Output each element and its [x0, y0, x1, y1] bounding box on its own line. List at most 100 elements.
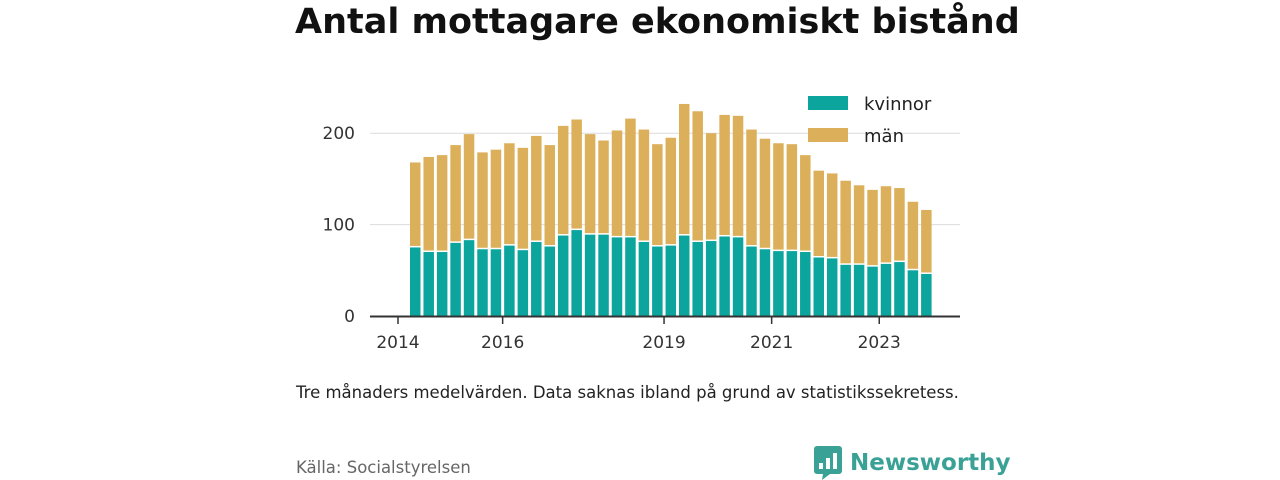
y-tick-label: 100: [323, 216, 355, 236]
bar-man: [490, 149, 502, 248]
bar-man: [679, 103, 690, 235]
y-tick-label: 0: [344, 307, 355, 327]
bar-man: [584, 134, 596, 234]
bar-man: [463, 134, 475, 239]
bar-kvinnor: [746, 246, 757, 316]
bar-kvinnor: [477, 249, 488, 316]
bar-man: [746, 129, 757, 246]
bar-man: [692, 111, 703, 241]
bar-kvinnor: [813, 257, 824, 316]
bar-kvinnor: [652, 246, 663, 316]
bar-kvinnor: [544, 246, 555, 316]
bar-kvinnor: [853, 264, 865, 316]
bar-kvinnor: [705, 241, 717, 316]
bar-man: [826, 173, 838, 257]
bar-kvinnor: [638, 241, 650, 316]
bar-man: [840, 180, 851, 264]
bar-man: [410, 162, 421, 246]
bar-man: [598, 140, 609, 234]
bar-kvinnor: [773, 251, 784, 316]
bar-man: [625, 118, 636, 236]
bar-kvinnor: [611, 237, 623, 316]
bar-man: [477, 152, 488, 248]
bar-kvinnor: [907, 270, 919, 316]
bar-kvinnor: [732, 237, 744, 316]
bar-kvinnor: [665, 245, 677, 316]
bar-kvinnor: [410, 247, 421, 316]
bar-man: [557, 125, 569, 235]
bar-kvinnor: [571, 230, 582, 316]
x-tick-label: 2019: [642, 333, 685, 353]
bar-kvinnor: [490, 249, 502, 316]
bar-kvinnor: [557, 235, 569, 316]
bar-kvinnor: [598, 234, 609, 316]
bar-man: [813, 170, 824, 257]
bar-man: [450, 145, 461, 242]
brand-name: Newsworthy: [850, 450, 1011, 476]
bar-kvinnor: [867, 266, 878, 316]
stacked-bar-chart: 0 100 200 2014 2016 2019 2021 2023 kvinnor män: [323, 94, 960, 353]
bar-kvinnor: [800, 252, 811, 316]
bar-kvinnor: [880, 263, 892, 316]
bar-man: [800, 155, 811, 251]
bar-man: [544, 145, 555, 246]
bar-man: [705, 133, 717, 240]
bar-man: [759, 138, 771, 248]
bar-kvinnor: [423, 252, 434, 316]
bar-man: [436, 155, 448, 251]
bar-kvinnor: [692, 241, 703, 316]
bar-kvinnor: [921, 273, 932, 316]
bar-kvinnor: [625, 237, 636, 316]
bar-man: [773, 143, 784, 250]
bar-man: [665, 137, 677, 245]
bar-man: [853, 185, 865, 264]
newsworthy-logo-icon: [814, 446, 842, 480]
bar-kvinnor: [826, 258, 838, 316]
bar-kvinnor: [759, 249, 771, 316]
bar-man: [786, 144, 798, 250]
x-axis-ticks: 2014 2016 2019 2021 2023: [376, 317, 901, 353]
bar-kvinnor: [894, 262, 905, 316]
bar-man: [732, 115, 744, 236]
bar-kvinnor: [584, 234, 596, 316]
bar-man: [907, 201, 919, 269]
bar-man: [719, 114, 730, 235]
bar-kvinnor: [719, 236, 730, 316]
x-tick-label: 2016: [481, 333, 524, 353]
legend: kvinnor män: [808, 94, 932, 147]
x-tick-label: 2021: [750, 333, 793, 353]
newsworthy-brand[interactable]: Newsworthy: [814, 446, 1011, 480]
bar-man: [571, 119, 582, 229]
legend-label-kvinnor: kvinnor: [864, 94, 932, 115]
bar-kvinnor: [463, 240, 475, 316]
bar-kvinnor: [517, 250, 529, 316]
y-tick-label: 200: [323, 124, 355, 144]
chart-title: Antal mottagare ekonomiskt bistånd: [295, 2, 1020, 42]
bar-man: [423, 156, 434, 251]
bar-man: [531, 135, 542, 241]
bar-man: [517, 147, 529, 249]
legend-label-man: män: [864, 126, 904, 147]
bar-man: [921, 209, 932, 273]
chart-note: Tre månaders medelvärden. Data saknas ib…: [296, 383, 959, 402]
bars: [410, 103, 932, 316]
bar-kvinnor: [531, 241, 542, 316]
bar-kvinnor: [786, 251, 798, 316]
bar-kvinnor: [450, 242, 461, 316]
source-credit: Källa: Socialstyrelsen: [296, 458, 471, 477]
bar-kvinnor: [840, 264, 851, 316]
legend-swatch-man: [808, 128, 848, 142]
bar-man: [652, 144, 663, 246]
legend-swatch-kvinnor: [808, 96, 848, 110]
bar-kvinnor: [504, 245, 515, 316]
bar-man: [880, 186, 892, 263]
bar-man: [867, 189, 878, 266]
x-tick-label: 2014: [376, 333, 419, 353]
bar-man: [894, 188, 905, 261]
x-tick-label: 2023: [858, 333, 901, 353]
bar-kvinnor: [436, 252, 448, 316]
bar-man: [611, 130, 623, 236]
bar-man: [504, 143, 515, 245]
bar-kvinnor: [679, 235, 690, 316]
y-axis-ticks: 0 100 200: [323, 124, 355, 327]
